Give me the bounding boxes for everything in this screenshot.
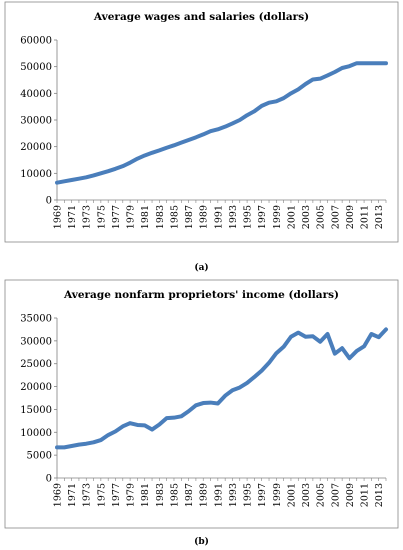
chart-a-svg: Average wages and salaries (dollars) 0 100… xyxy=(4,1,399,243)
x-tick-label: 2007 xyxy=(330,205,341,229)
chart-b: Average nonfarm proprietors' income (dol… xyxy=(0,278,403,537)
x-tick-label: 1973 xyxy=(82,205,93,229)
chart-title: Average wages and salaries (dollars) xyxy=(93,11,309,23)
x-tick-label: 1991 xyxy=(213,205,224,229)
y-tick-label: 0 xyxy=(46,196,52,207)
x-tick-label: 1975 xyxy=(96,483,107,507)
y-tick-label: 30000 xyxy=(20,116,52,127)
x-tick-label: 1983 xyxy=(155,483,166,507)
x-tick-label: 1999 xyxy=(272,483,283,507)
y-tick-label: 0 xyxy=(46,474,52,485)
x-tick-label: 2005 xyxy=(316,483,327,507)
x-tick-label: 2009 xyxy=(345,483,356,507)
y-tick-label: 60000 xyxy=(20,36,52,47)
chart-a-caption: (a) xyxy=(194,263,209,273)
x-tick-label: 1983 xyxy=(155,205,166,229)
x-tick-label: 2013 xyxy=(374,483,385,507)
x-tick-label: 2003 xyxy=(301,483,312,507)
x-tick-label: 2007 xyxy=(330,483,341,507)
x-tick-label: 1985 xyxy=(169,205,180,229)
y-tick-label: 10000 xyxy=(20,169,52,180)
x-tick-label: 2011 xyxy=(360,205,371,229)
chart-b-caption: (b) xyxy=(194,537,209,547)
y-tick-label: 30000 xyxy=(20,336,52,347)
y-tick-label: 35000 xyxy=(20,314,52,325)
x-tick-label: 2003 xyxy=(301,205,312,229)
series-line xyxy=(55,327,388,450)
x-tick-label: 2009 xyxy=(345,205,356,229)
x-tick-label: 1999 xyxy=(272,205,283,229)
y-tick-label: 40000 xyxy=(20,89,52,100)
x-tick-label: 1971 xyxy=(67,205,78,229)
x-tick-label: 1969 xyxy=(53,483,64,507)
x-tick-label: 1993 xyxy=(228,205,239,229)
x-tick-label: 2011 xyxy=(360,483,371,507)
x-tick-label: 1969 xyxy=(53,205,64,229)
y-tick-label: 25000 xyxy=(20,359,52,370)
chart-b-svg: Average nonfarm proprietors' income (dol… xyxy=(4,279,399,529)
x-tick-label: 1975 xyxy=(96,205,107,229)
x-tick-label: 1979 xyxy=(126,483,137,507)
x-tick-label: 1981 xyxy=(140,483,151,507)
x-tick-label: 1979 xyxy=(126,205,137,229)
x-tick-label: 1991 xyxy=(213,483,224,507)
x-tick-label: 1995 xyxy=(243,483,254,507)
x-tick-label: 1971 xyxy=(67,483,78,507)
chart-border xyxy=(4,1,399,243)
y-tick-label: 15000 xyxy=(20,405,52,416)
x-tick-label: 2001 xyxy=(286,483,297,507)
x-tick-label: 1985 xyxy=(169,483,180,507)
x-tick-label: 2005 xyxy=(316,205,327,229)
y-tick-label: 5000 xyxy=(27,451,52,462)
series-line xyxy=(55,61,388,185)
x-tick-label: 1989 xyxy=(199,483,210,507)
x-tick-label: 1989 xyxy=(199,205,210,229)
x-tick-label: 1997 xyxy=(257,205,268,229)
x-tick-label: 1995 xyxy=(243,205,254,229)
x-tick-label: 1977 xyxy=(111,205,122,229)
x-tick-label: 1981 xyxy=(140,205,151,229)
y-tick-label: 20000 xyxy=(20,142,52,153)
y-tick-label: 50000 xyxy=(20,62,52,73)
x-tick-label: 1987 xyxy=(184,205,195,229)
y-tick-label: 10000 xyxy=(20,428,52,439)
chart-title: Average nonfarm proprietors' income (dol… xyxy=(63,289,339,301)
x-tick-label: 2001 xyxy=(286,205,297,229)
y-tick-label: 20000 xyxy=(20,382,52,393)
x-tick-label: 2013 xyxy=(374,205,385,229)
x-tick-label: 1977 xyxy=(111,483,122,507)
x-tick-label: 1987 xyxy=(184,483,195,507)
x-tick-label: 1997 xyxy=(257,483,268,507)
x-tick-label: 1993 xyxy=(228,483,239,507)
chart-a: Average wages and salaries (dollars) 0 100… xyxy=(0,0,403,259)
x-tick-label: 1973 xyxy=(82,483,93,507)
